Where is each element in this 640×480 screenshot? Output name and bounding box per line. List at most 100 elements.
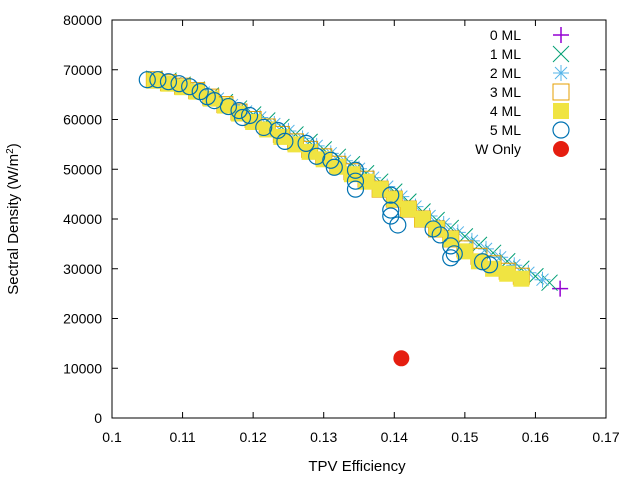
legend-marker-shape (552, 83, 570, 101)
x-axis: 0.1 0.11 0.12 0.13 0.14 0.15 0.16 0.17 (102, 20, 620, 445)
data-point-shape (241, 106, 259, 125)
data-point (393, 350, 410, 367)
data-point-shape (149, 71, 167, 89)
legend-marker-shape (553, 103, 569, 119)
data-point-shape (382, 186, 400, 204)
data-point (188, 83, 205, 100)
x-tick-label: 0.16 (522, 429, 549, 445)
data-point-b (536, 273, 549, 287)
data-point (159, 73, 178, 91)
data-point (241, 106, 259, 125)
data-point-shape (382, 207, 400, 225)
data-point (389, 216, 407, 234)
data-point (456, 243, 473, 260)
data-point (273, 128, 290, 145)
data-point-b (456, 228, 474, 245)
data-point-shape (188, 83, 205, 100)
data-point-shape (442, 237, 460, 255)
y-tick-label: 0 (94, 410, 102, 426)
data-point-shape (255, 118, 273, 137)
data-point-shape (325, 158, 343, 176)
data-point-b (484, 244, 502, 262)
series-5 (138, 71, 499, 274)
data-point-shape (386, 191, 403, 208)
data-point (308, 147, 326, 165)
data-point (428, 220, 445, 237)
legend-marker (553, 65, 569, 81)
data-point-shape (473, 253, 492, 271)
legend-label: 2 ML (490, 65, 521, 81)
x-axis-label: TPV Efficiency (308, 458, 406, 475)
legend-marker (552, 121, 570, 139)
data-point (138, 71, 156, 89)
data-point (552, 280, 569, 297)
data-point (346, 180, 365, 198)
y-tick-label: 10000 (63, 360, 102, 376)
data-point (541, 274, 558, 292)
data-point (414, 211, 431, 227)
data-point-shape (424, 220, 442, 238)
data-point (382, 207, 400, 225)
data-point-shape (393, 350, 410, 367)
legend-marker (552, 45, 570, 63)
data-point-shape (382, 201, 400, 219)
data-point-shape (431, 226, 449, 244)
legend-marker-b (552, 45, 570, 63)
data-point (297, 134, 315, 152)
data-point-b (470, 236, 488, 254)
data-point-shape (346, 161, 365, 179)
data-point-shape (442, 249, 460, 267)
y-axis-label-main: Sectral Density (W/m (5, 154, 22, 295)
x-tick-label: 0.17 (592, 429, 619, 445)
data-point-shape (470, 253, 487, 270)
legend-label: 1 ML (490, 46, 521, 62)
data-point-shape (273, 128, 290, 145)
data-point (386, 191, 403, 208)
y-axis: 0 10000 20000 30000 40000 50000 60000 70000 8000… (63, 12, 606, 426)
data-point (442, 237, 460, 255)
y-tick-label: 80000 (63, 12, 102, 28)
data-point-shape (445, 245, 463, 263)
data-point (445, 245, 463, 263)
legend-label: 3 ML (490, 84, 521, 100)
data-point (470, 253, 487, 270)
x-tick-label: 0.13 (310, 429, 337, 445)
data-point-shape (346, 180, 365, 198)
data-point (181, 78, 199, 96)
data-point (219, 97, 238, 116)
y-axis-label-superscript: 2 (5, 148, 16, 154)
legend-marker (553, 141, 569, 157)
series-6 (393, 350, 410, 367)
x-tick-label: 0.14 (381, 429, 408, 445)
data-point-shape (428, 220, 445, 237)
data-point (372, 181, 389, 198)
x-tick-label: 0.11 (169, 429, 195, 445)
legend-marker-shape (552, 121, 570, 139)
data-point (480, 256, 499, 274)
y-axis-label: Sectral Density (W/m2) (5, 143, 23, 294)
data-point (255, 118, 273, 137)
data-point-shape (181, 78, 199, 96)
data-point (346, 172, 365, 190)
data-point-shape (372, 181, 389, 198)
y-axis-label-end: ) (5, 143, 22, 148)
data-point (329, 158, 346, 175)
data-point-shape (308, 147, 326, 165)
data-point (346, 161, 365, 179)
data-point-shape (346, 172, 365, 190)
y-tick-label: 50000 (63, 161, 102, 177)
data-point-shape (414, 211, 431, 227)
data-point-shape (276, 132, 294, 150)
data-point (382, 201, 400, 219)
x-tick-label: 0.12 (240, 429, 267, 445)
data-point (513, 270, 530, 287)
data-point-shape (297, 134, 315, 152)
x-tick-label: 0.15 (451, 429, 478, 445)
legend-label: W Only (475, 141, 521, 157)
data-point-shape (233, 108, 252, 127)
data-point-shape (442, 230, 459, 247)
data-point-shape (513, 270, 530, 287)
data-point-b (527, 267, 544, 285)
data-point-shape (389, 216, 407, 234)
